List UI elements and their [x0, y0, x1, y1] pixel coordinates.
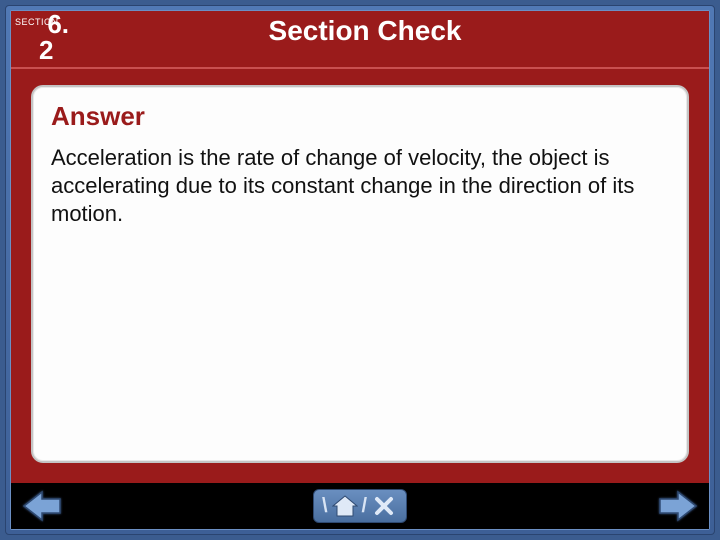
arrow-right-icon: [658, 490, 698, 522]
bottom-nav-bar: \ /: [11, 483, 709, 529]
answer-text: Acceleration is the rate of change of ve…: [51, 144, 669, 228]
page-title: Section Check: [81, 11, 709, 47]
prev-button[interactable]: [21, 488, 63, 524]
slide-outer-frame: SECTION 6. 2 Section Check Answer Accele…: [0, 0, 720, 540]
home-button[interactable]: [331, 493, 359, 519]
divider-left: \: [322, 495, 328, 518]
divider-right: /: [362, 495, 368, 518]
close-button[interactable]: [370, 493, 398, 519]
section-badge: SECTION 6. 2: [11, 11, 81, 65]
center-controls: \ /: [313, 489, 407, 523]
slide-blue-frame: SECTION 6. 2 Section Check Answer Accele…: [5, 5, 715, 535]
home-icon: [332, 495, 358, 517]
content-area: Answer Acceleration is the rate of chang…: [11, 69, 709, 483]
header-bar: SECTION 6. 2 Section Check: [11, 11, 709, 69]
close-icon: [374, 496, 394, 516]
arrow-left-icon: [22, 490, 62, 522]
slide-inner: SECTION 6. 2 Section Check Answer Accele…: [10, 10, 710, 530]
answer-card: Answer Acceleration is the rate of chang…: [31, 85, 689, 463]
next-button[interactable]: [657, 488, 699, 524]
answer-heading: Answer: [51, 101, 669, 132]
section-number-minor: 2: [39, 35, 53, 66]
